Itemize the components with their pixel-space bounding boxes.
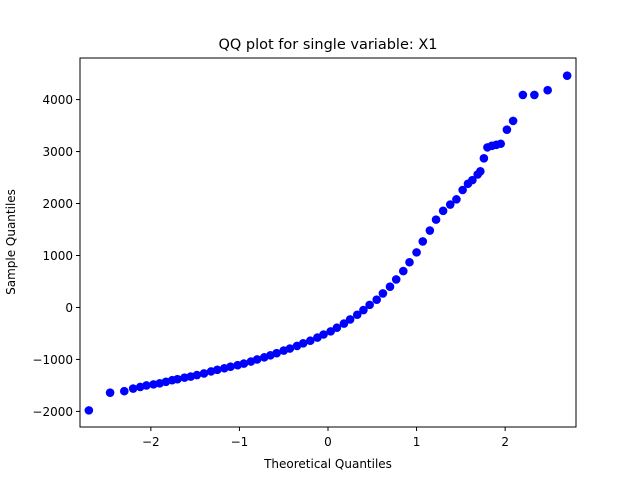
data-point bbox=[359, 305, 368, 315]
data-point bbox=[518, 90, 528, 100]
data-point bbox=[418, 237, 428, 246]
data-point bbox=[365, 300, 374, 310]
data-points bbox=[84, 71, 572, 415]
y-tick-label: 1000 bbox=[42, 249, 73, 263]
data-point bbox=[352, 310, 362, 320]
data-point bbox=[412, 248, 421, 257]
data-point bbox=[252, 355, 262, 364]
x-tick-label: 0 bbox=[324, 435, 332, 449]
y-tick-label: 0 bbox=[65, 301, 73, 315]
data-point bbox=[508, 116, 518, 126]
data-point bbox=[173, 374, 182, 384]
data-point bbox=[305, 336, 315, 346]
data-point bbox=[562, 71, 572, 80]
y-tick-label: 4000 bbox=[42, 93, 73, 107]
data-point bbox=[84, 406, 94, 415]
data-point bbox=[298, 339, 308, 348]
data-point bbox=[438, 206, 448, 216]
data-point bbox=[496, 139, 506, 149]
data-point bbox=[272, 348, 281, 358]
data-point bbox=[119, 386, 129, 396]
x-tick-label: 2 bbox=[501, 435, 509, 449]
data-point bbox=[212, 365, 222, 375]
x-axis-label: Theoretical Quantiles bbox=[263, 457, 392, 471]
data-point bbox=[372, 295, 382, 304]
data-point bbox=[192, 370, 202, 380]
data-point bbox=[452, 195, 461, 204]
data-point bbox=[378, 289, 388, 298]
data-point bbox=[458, 185, 467, 195]
data-point bbox=[476, 167, 485, 176]
x-tick-label: 1 bbox=[413, 435, 421, 449]
data-point bbox=[339, 319, 349, 328]
data-point bbox=[425, 226, 435, 235]
y-tick-label: −2000 bbox=[32, 405, 73, 419]
x-axis-ticks: −2 −1 0 1 2 bbox=[142, 427, 509, 449]
data-point bbox=[398, 266, 408, 276]
data-point bbox=[543, 85, 552, 95]
y-tick-label: 3000 bbox=[42, 145, 73, 159]
y-axis-ticks: −2000 −1000 0 1000 2000 3000 4000 bbox=[32, 93, 80, 419]
data-point bbox=[319, 330, 328, 339]
x-tick-label: −2 bbox=[142, 435, 160, 449]
data-point bbox=[391, 275, 401, 284]
data-point bbox=[226, 362, 235, 372]
data-point bbox=[431, 215, 441, 224]
data-point bbox=[530, 90, 539, 100]
x-tick-label: −1 bbox=[231, 435, 249, 449]
data-point bbox=[502, 125, 512, 135]
data-point bbox=[468, 175, 477, 185]
data-point bbox=[142, 381, 151, 390]
y-axis-label: Sample Quantiles bbox=[4, 189, 18, 295]
data-point bbox=[199, 369, 209, 378]
y-tick-label: 2000 bbox=[42, 197, 73, 211]
chart-title: QQ plot for single variable: X1 bbox=[218, 37, 437, 53]
data-point bbox=[345, 315, 355, 324]
data-point bbox=[332, 323, 342, 333]
data-point bbox=[285, 344, 295, 353]
data-point bbox=[105, 388, 115, 398]
data-point bbox=[385, 282, 395, 291]
data-point bbox=[479, 154, 489, 163]
data-point bbox=[326, 327, 335, 336]
data-point bbox=[128, 384, 138, 393]
data-point bbox=[405, 257, 414, 267]
y-tick-label: −1000 bbox=[32, 353, 73, 367]
data-point bbox=[445, 200, 455, 209]
data-point bbox=[239, 359, 249, 368]
